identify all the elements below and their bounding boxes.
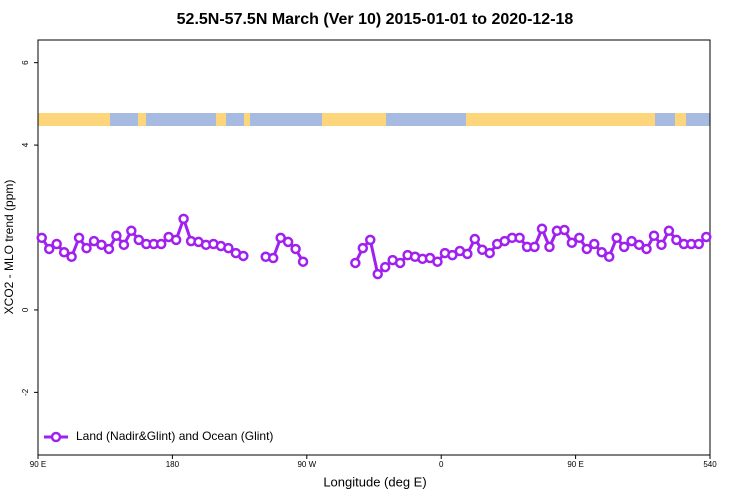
point (350, 257, 361, 269)
point (663, 225, 675, 237)
point (238, 250, 249, 262)
point (36, 232, 47, 244)
point (603, 251, 615, 263)
point (73, 232, 85, 244)
point (133, 234, 145, 246)
point (611, 232, 622, 244)
point (581, 243, 593, 255)
point (633, 239, 645, 251)
point (267, 252, 279, 264)
x-tick-label: 0 (439, 460, 444, 469)
y-tick-label: -2 (21, 388, 30, 396)
point (118, 239, 130, 251)
point (618, 241, 630, 253)
point (484, 247, 495, 259)
legend-marker (50, 431, 62, 443)
x-axis-label: Longitude (deg E) (323, 474, 426, 489)
point (536, 223, 548, 234)
point (51, 238, 62, 250)
legend-label: Land (Nadir&Glint) and Ocean (Glint) (76, 429, 273, 443)
chart-title: 52.5N-57.5N March (Ver 10) 2015-01-01 to… (177, 11, 574, 28)
y-tick-label: 6 (21, 60, 30, 65)
point (447, 249, 458, 261)
point (574, 232, 585, 244)
point (462, 248, 473, 260)
series-line (40, 214, 708, 277)
point (432, 256, 443, 267)
point (701, 231, 712, 243)
point (544, 241, 555, 253)
x-tick-label: 90 E (30, 460, 46, 469)
point (596, 246, 607, 258)
point (693, 238, 705, 250)
point (648, 230, 660, 242)
point (641, 243, 652, 255)
y-tick-label: 4 (21, 142, 30, 147)
point (656, 239, 667, 251)
point (379, 261, 391, 273)
point (671, 234, 682, 246)
point (81, 242, 92, 254)
land-ocean-strip (38, 113, 710, 126)
point (66, 251, 77, 263)
plot-frame (37, 39, 711, 456)
point (96, 239, 107, 251)
y-axis-label: XCO2 - MLO trend (ppm) (2, 180, 16, 315)
point (394, 257, 406, 269)
point (178, 213, 189, 225)
point (275, 232, 286, 244)
point (357, 242, 369, 254)
point (170, 234, 182, 246)
x-tick-label: 180 (166, 460, 180, 469)
point (290, 243, 301, 255)
point (282, 236, 294, 248)
point (155, 238, 167, 250)
point (223, 242, 234, 254)
point (111, 230, 122, 242)
point (126, 225, 137, 237)
point (43, 243, 55, 255)
point (559, 224, 570, 236)
point (514, 232, 525, 244)
point (566, 237, 578, 249)
y-tick-label: 0 (21, 307, 30, 312)
x-tick-label: 90 W (297, 460, 316, 469)
point (365, 234, 376, 246)
point (297, 256, 309, 267)
point (529, 241, 540, 253)
point (372, 268, 383, 280)
point (589, 238, 600, 250)
x-tick-label: 90 E (567, 460, 583, 469)
x-tick-label: 540 (703, 460, 717, 469)
point (469, 233, 481, 245)
point (103, 243, 115, 255)
point (58, 246, 70, 258)
